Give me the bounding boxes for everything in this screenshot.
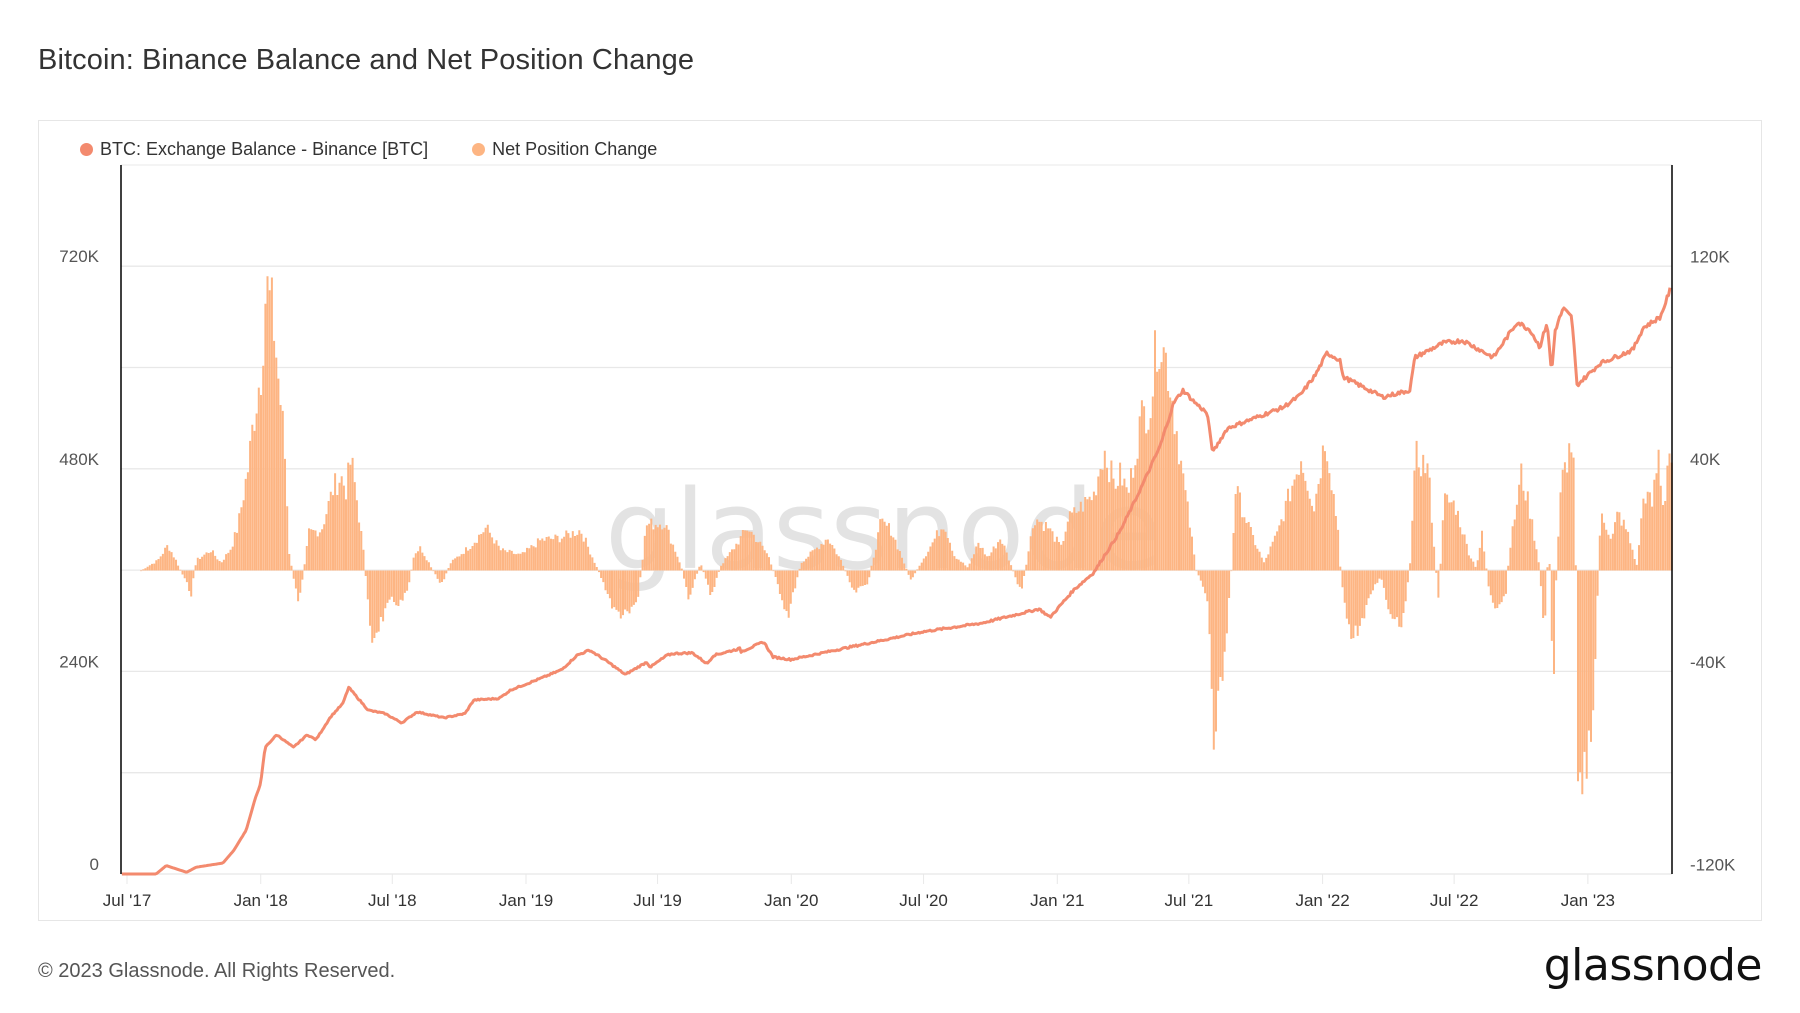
svg-text:480K: 480K bbox=[59, 450, 99, 469]
svg-text:Jul '21: Jul '21 bbox=[1165, 891, 1214, 910]
gridlines bbox=[121, 164, 1672, 884]
legend-dot-icon bbox=[472, 142, 486, 156]
footer-copyright: © 2023 Glassnode. All Rights Reserved. bbox=[38, 960, 396, 982]
right-y-axis-labels: -120K -40K 40K 120K bbox=[1690, 248, 1736, 875]
chart-legend: BTC: Exchange Balance - Binance [BTC] Ne… bbox=[80, 138, 701, 160]
svg-text:-40K: -40K bbox=[1690, 653, 1727, 672]
exchange-balance-line bbox=[121, 287, 1672, 876]
svg-text:Jul '22: Jul '22 bbox=[1430, 891, 1479, 910]
svg-text:Jul '19: Jul '19 bbox=[633, 891, 682, 910]
legend-item-exchange-balance[interactable]: BTC: Exchange Balance - Binance [BTC] bbox=[80, 139, 428, 160]
svg-text:0: 0 bbox=[90, 855, 99, 874]
svg-text:-120K: -120K bbox=[1690, 855, 1736, 874]
svg-text:Jan '18: Jan '18 bbox=[234, 891, 288, 910]
svg-text:Jan '23: Jan '23 bbox=[1561, 891, 1615, 910]
legend-label: Net Position Change bbox=[492, 138, 658, 159]
x-axis-labels: Jul '17 Jan '18 Jul '18 Jan '19 Jul '19 Jan '… bbox=[103, 891, 1615, 910]
svg-text:Jan '21: Jan '21 bbox=[1030, 891, 1084, 910]
svg-text:Jan '19: Jan '19 bbox=[499, 891, 553, 910]
legend-label: BTC: Exchange Balance - Binance [BTC] bbox=[100, 138, 429, 159]
chart-panel bbox=[38, 120, 1762, 921]
page-title: Bitcoin: Binance Balance and Net Positio… bbox=[38, 44, 695, 76]
svg-text:120K: 120K bbox=[1690, 248, 1730, 267]
legend-dot-icon bbox=[80, 142, 93, 156]
svg-text:Jul '17: Jul '17 bbox=[103, 891, 152, 910]
svg-text:40K: 40K bbox=[1690, 450, 1721, 469]
legend-item-net-position-change[interactable]: Net Position Change bbox=[472, 139, 657, 160]
svg-text:240K: 240K bbox=[59, 652, 99, 671]
svg-text:Jan '20: Jan '20 bbox=[764, 891, 818, 910]
svg-text:Jul '18: Jul '18 bbox=[368, 891, 417, 910]
svg-text:Jul '20: Jul '20 bbox=[899, 891, 948, 910]
svg-text:720K: 720K bbox=[59, 247, 99, 266]
left-y-axis-labels: 0 240K 480K 720K bbox=[59, 247, 99, 874]
glassnode-logo: glassnode bbox=[1543, 940, 1763, 991]
svg-text:Jan '22: Jan '22 bbox=[1295, 891, 1349, 910]
